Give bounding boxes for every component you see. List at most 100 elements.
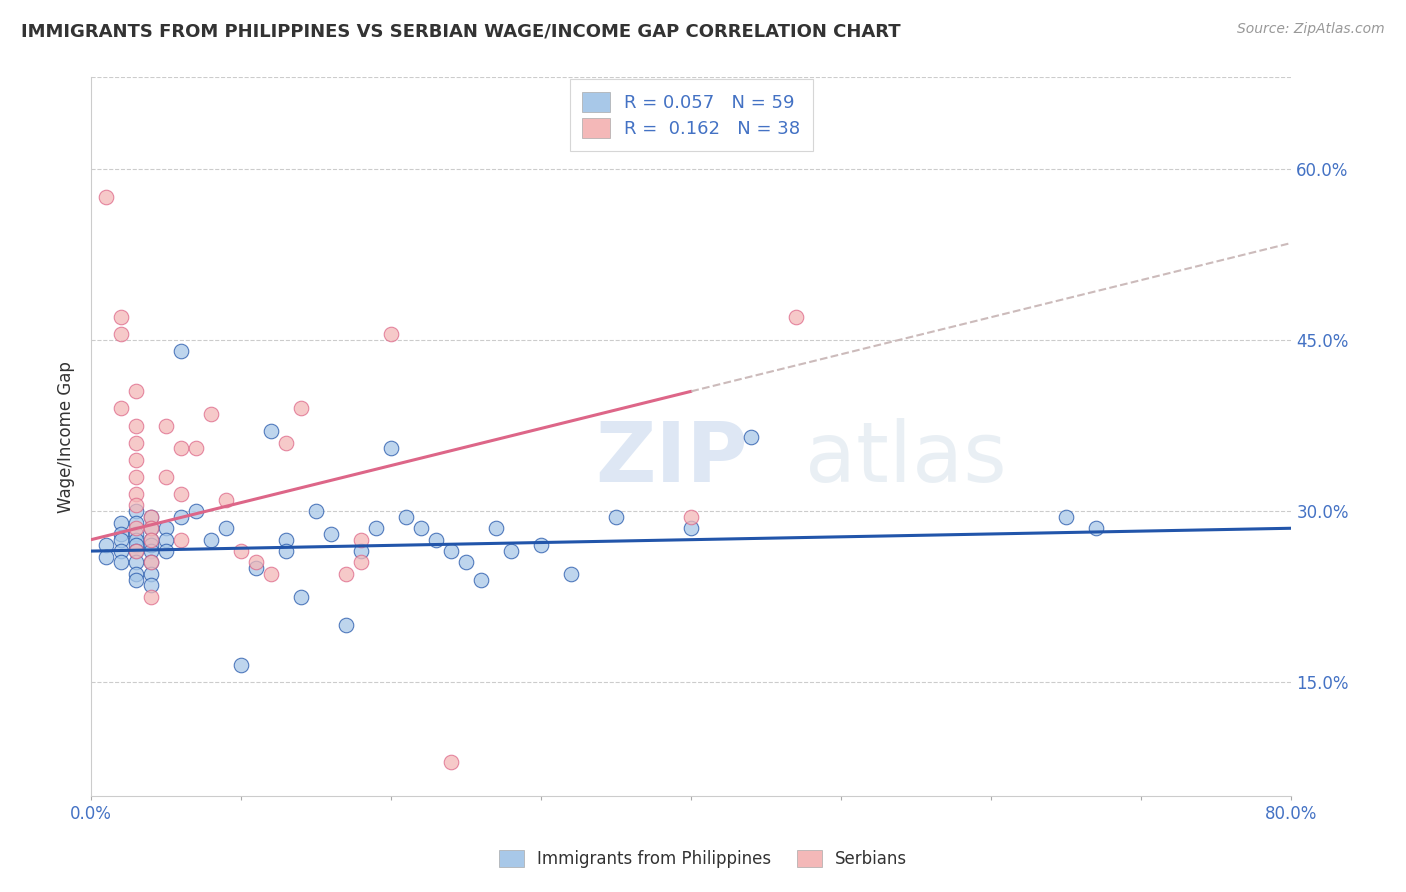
Point (215, 492, 238, 507)
Point (141, 544, 163, 558)
Point (276, 544, 298, 558)
Point (125, 499, 148, 513)
Point (186, 442, 208, 456)
Point (335, 618, 357, 632)
Point (125, 435, 148, 450)
Point (260, 424, 283, 438)
Point (215, 521, 238, 535)
Text: ZIP: ZIP (595, 418, 748, 499)
Text: atlas: atlas (806, 418, 1007, 499)
Point (141, 509, 163, 524)
Text: IMMIGRANTS FROM PHILIPPINES VS SERBIAN WAGE/INCOME GAP CORRELATION CHART: IMMIGRANTS FROM PHILIPPINES VS SERBIAN W… (21, 22, 901, 40)
Point (305, 504, 328, 518)
Point (380, 442, 402, 456)
Point (125, 538, 148, 552)
Point (125, 452, 148, 467)
Point (155, 521, 177, 535)
Legend: R = 0.057   N = 59, R =  0.162   N = 38: R = 0.057 N = 59, R = 0.162 N = 38 (569, 79, 813, 151)
Point (440, 544, 463, 558)
Point (141, 533, 163, 547)
Point (125, 556, 148, 570)
Point (681, 509, 703, 524)
Point (141, 533, 163, 547)
Point (125, 384, 148, 399)
Point (395, 509, 418, 524)
Point (170, 487, 193, 501)
Point (110, 401, 132, 416)
Point (155, 470, 177, 484)
Point (276, 533, 298, 547)
Point (125, 418, 148, 433)
Point (380, 327, 402, 342)
Point (740, 430, 762, 444)
Point (350, 533, 373, 547)
Point (605, 509, 627, 524)
Point (96, 190, 118, 204)
Point (155, 533, 177, 547)
Point (231, 658, 253, 673)
Point (560, 566, 582, 581)
Point (170, 344, 193, 359)
Point (260, 566, 283, 581)
Point (155, 544, 177, 558)
Point (141, 521, 163, 535)
Point (125, 527, 148, 541)
Point (245, 556, 267, 570)
Point (110, 533, 132, 547)
Point (125, 487, 148, 501)
Point (681, 521, 703, 535)
Point (125, 533, 148, 547)
Point (485, 521, 508, 535)
Point (110, 327, 132, 342)
Point (110, 544, 132, 558)
Point (350, 544, 373, 558)
Point (366, 521, 388, 535)
Point (170, 442, 193, 456)
Point (290, 401, 312, 416)
Point (1085, 521, 1108, 535)
Point (125, 544, 148, 558)
Point (321, 527, 343, 541)
Point (110, 310, 132, 325)
Point (141, 578, 163, 592)
Point (110, 516, 132, 530)
Point (470, 573, 492, 587)
Point (425, 533, 447, 547)
Point (125, 521, 148, 535)
Point (170, 509, 193, 524)
Point (141, 556, 163, 570)
Point (125, 573, 148, 587)
Point (96, 549, 118, 564)
Point (141, 556, 163, 570)
Point (186, 504, 208, 518)
Point (141, 521, 163, 535)
Point (141, 538, 163, 552)
Y-axis label: Wage/Income Gap: Wage/Income Gap (58, 361, 75, 513)
Point (110, 556, 132, 570)
Point (200, 533, 222, 547)
Point (110, 527, 132, 541)
Text: Source: ZipAtlas.com: Source: ZipAtlas.com (1237, 22, 1385, 37)
Point (96, 538, 118, 552)
Point (141, 590, 163, 604)
Point (200, 407, 222, 421)
Point (125, 470, 148, 484)
Point (530, 538, 553, 552)
Point (125, 516, 148, 530)
Point (170, 533, 193, 547)
Point (125, 544, 148, 558)
Point (125, 504, 148, 518)
Legend: Immigrants from Philippines, Serbians: Immigrants from Philippines, Serbians (492, 843, 914, 875)
Point (276, 435, 298, 450)
Point (785, 310, 807, 325)
Point (231, 544, 253, 558)
Point (290, 590, 312, 604)
Point (155, 418, 177, 433)
Point (141, 566, 163, 581)
Point (125, 566, 148, 581)
Point (411, 521, 433, 535)
Point (1054, 509, 1077, 524)
Point (335, 566, 357, 581)
Point (501, 544, 523, 558)
Point (350, 556, 373, 570)
